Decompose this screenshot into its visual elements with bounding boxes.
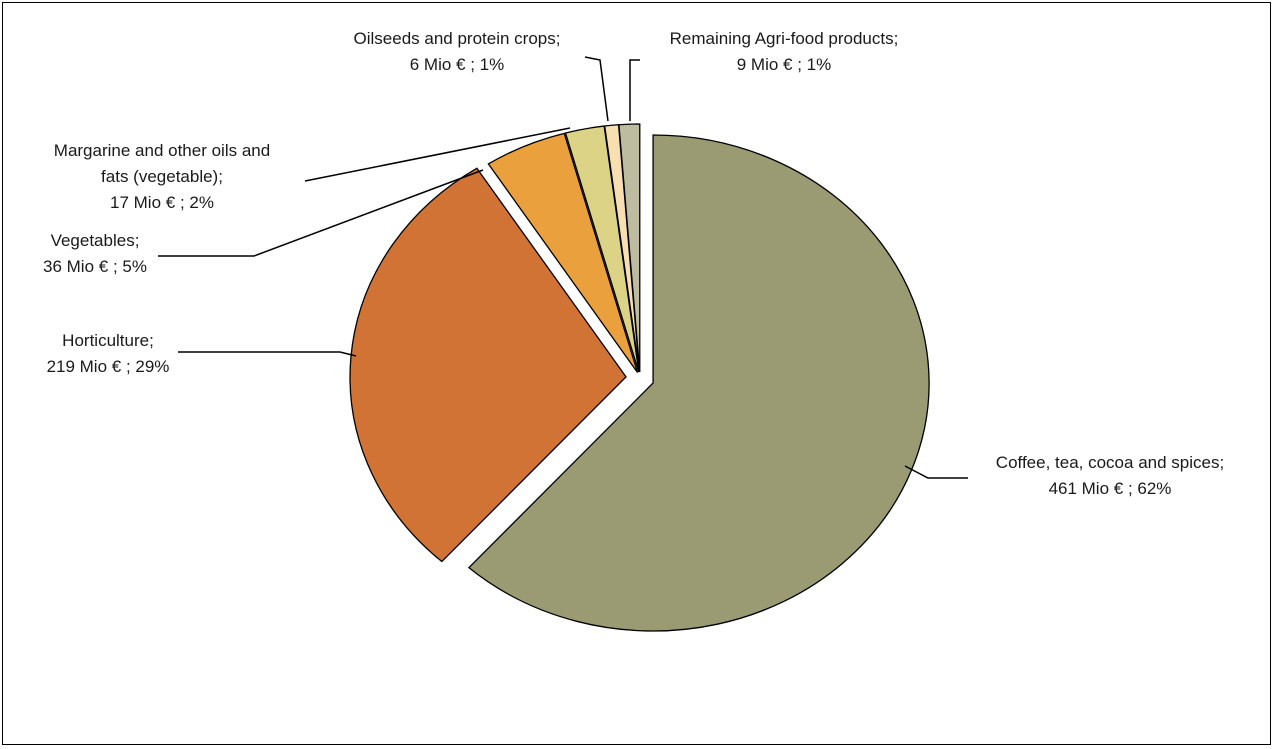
slice-label-2-line-1: 36 Mio € ; 5%: [43, 257, 147, 276]
slice-labels: Coffee, tea, cocoa and spices; 461 Mio € …: [43, 29, 1224, 498]
slice-label-3-line-1: fats (vegetable);: [101, 167, 223, 186]
leader-line-1: [178, 351, 357, 357]
slice-label-4: Oilseeds and protein crops; 6 Mio € ; 1%: [354, 29, 561, 74]
pie-slices: [349, 123, 930, 632]
leader-line-4: [584, 56, 609, 122]
slice-label-2: Vegetables; 36 Mio € ; 5%: [43, 231, 147, 276]
slice-label-3-line-0: Margarine and other oils and: [54, 141, 270, 160]
leader-line-0: [904, 465, 968, 479]
slice-label-5: Remaining Agri-food products; 9 Mio € ; 1…: [670, 29, 899, 74]
leader-line-3: [304, 127, 571, 182]
pie-slice-2: [487, 132, 639, 373]
slice-label-3-line-2: 17 Mio € ; 2%: [110, 193, 214, 212]
slice-label-0-line-0: Coffee, tea, cocoa and spices;: [996, 453, 1224, 472]
slice-label-3: Margarine and other oils and fats (vegeta…: [54, 141, 270, 212]
slice-label-1: Horticulture; 219 Mio € ; 29%: [47, 331, 170, 376]
slice-label-5-line-0: Remaining Agri-food products;: [670, 29, 899, 48]
slice-label-1-line-0: Horticulture;: [62, 331, 154, 350]
pie-slice-0: [467, 134, 930, 632]
pie-slice-5: [618, 123, 641, 373]
slice-label-2-line-0: Vegetables;: [51, 231, 140, 250]
slice-label-4-line-1: 6 Mio € ; 1%: [410, 55, 505, 74]
slice-label-0-line-1: 461 Mio € ; 62%: [1049, 479, 1172, 498]
leader-line-5: [629, 59, 640, 121]
leader-line-2: [158, 169, 484, 257]
slice-label-4-line-0: Oilseeds and protein crops;: [354, 29, 561, 48]
slice-label-0: Coffee, tea, cocoa and spices; 461 Mio € …: [996, 453, 1224, 498]
slice-label-5-line-1: 9 Mio € ; 1%: [737, 55, 832, 74]
pie-slice-1: [349, 167, 627, 563]
slice-label-1-line-1: 219 Mio € ; 29%: [47, 357, 170, 376]
leader-lines: [158, 56, 968, 479]
